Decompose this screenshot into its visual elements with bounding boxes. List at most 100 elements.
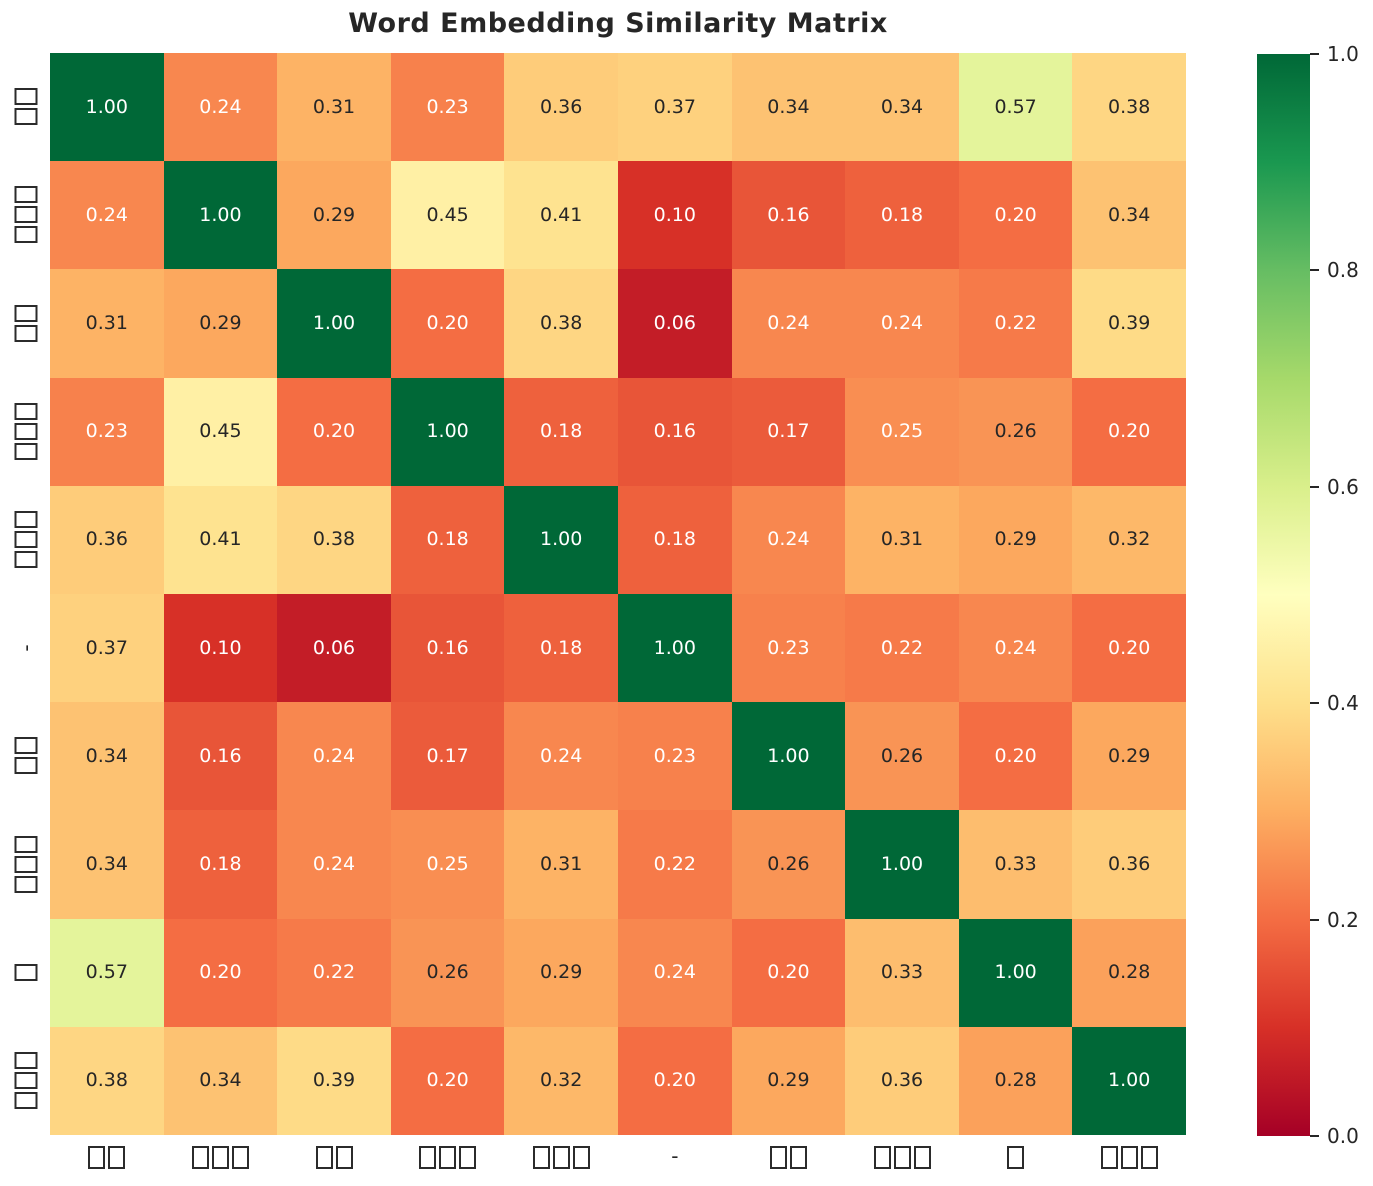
dash-glyph: -: [14, 644, 38, 652]
x-axis-label: [872, 1146, 932, 1169]
cell-value: 0.16: [426, 636, 469, 659]
heatmap-cell: 0.23: [390, 53, 505, 162]
missing-glyph-box: [1140, 1146, 1158, 1169]
heatmap-cell: 0.24: [277, 702, 391, 811]
cell-value: 0.39: [312, 1069, 356, 1092]
heatmap-cell: 0.22: [845, 593, 959, 703]
y-axis-label: [14, 185, 38, 245]
cell-value: 0.28: [1108, 961, 1151, 984]
heatmap-cell: 0.20: [1072, 593, 1186, 703]
heatmap-cell: 0.39: [277, 1026, 391, 1135]
colorbar-tick-label: 0.0: [1327, 1124, 1359, 1148]
heatmap-cell: 0.39: [1072, 269, 1186, 378]
cell-value: 0.34: [767, 95, 810, 118]
cell-value: 0.24: [199, 95, 242, 118]
heatmap-cell: 0.26: [390, 918, 505, 1027]
missing-glyph-box: [14, 836, 38, 853]
heatmap-cell: 1.00: [958, 918, 1073, 1027]
heatmap-cell: 0.20: [958, 702, 1073, 811]
missing-glyph-box: [1120, 1146, 1138, 1169]
missing-glyph-box: [893, 1146, 911, 1169]
missing-glyph-box: [14, 511, 38, 529]
y-axis-label: [14, 87, 38, 127]
heatmap-cell: 0.25: [390, 810, 505, 919]
heatmap-cell: 0.22: [958, 269, 1073, 378]
missing-glyph-box: [439, 1146, 457, 1169]
colorbar-tick-label: 0.6: [1327, 474, 1359, 499]
cell-value: 0.24: [85, 203, 128, 226]
cell-value: 0.25: [426, 852, 469, 875]
cell-value: 0.38: [540, 311, 583, 334]
cell-value: 1.00: [653, 636, 696, 659]
cell-value: 0.23: [85, 420, 128, 443]
cell-value: 0.45: [199, 420, 242, 443]
heatmap-cell: 0.38: [50, 1026, 164, 1135]
missing-glyph-box: [14, 1092, 38, 1110]
heatmap-cell: 0.34: [731, 53, 846, 162]
cell-value: 0.29: [994, 528, 1037, 551]
colorbar: 1.0 0.8 0.6 0.4 0.2 0.0: [1257, 44, 1359, 1146]
cell-value: 0.31: [880, 528, 924, 551]
cell-value: 0.20: [312, 420, 356, 443]
x-axis-label: [768, 1146, 808, 1169]
cell-value: 0.20: [199, 961, 242, 984]
heatmap-cell: 1.00: [163, 161, 278, 270]
heatmap-cell: 0.36: [845, 1026, 959, 1135]
cell-value: 0.20: [653, 1069, 696, 1092]
cell-value: 0.20: [1108, 420, 1151, 443]
cell-value: 0.34: [880, 95, 924, 118]
colorbar-tick-label: 0.8: [1327, 258, 1359, 283]
cell-value: 0.36: [85, 528, 128, 551]
cell-value: 0.29: [1108, 744, 1151, 767]
cell-value: 0.10: [199, 636, 242, 659]
missing-glyph-box: [335, 1146, 353, 1169]
heatmap-cell: 0.06: [617, 269, 732, 378]
heatmap-cell: 0.45: [163, 377, 278, 486]
x-axis-label: -: [669, 1146, 680, 1166]
heatmap-cell: 0.24: [958, 593, 1073, 703]
cell-value: 0.57: [994, 95, 1037, 118]
heatmap-cell: 0.24: [845, 269, 959, 378]
cell-value: 0.38: [312, 528, 356, 551]
missing-glyph-box: [1007, 1146, 1025, 1169]
cell-value: 0.38: [1108, 95, 1151, 118]
y-axis-label: [14, 736, 38, 776]
cell-value: 0.29: [199, 311, 242, 334]
heatmap-cell: 1.00: [390, 377, 505, 486]
cell-value: 0.34: [85, 744, 128, 767]
y-axis-label: -: [14, 642, 38, 653]
heatmap-cell: 0.38: [1072, 53, 1186, 162]
cell-value: 1.00: [199, 203, 242, 226]
cell-value: 0.20: [767, 961, 810, 984]
heatmap-cell: 0.34: [845, 53, 959, 162]
cell-value: 0.24: [994, 636, 1037, 659]
heatmap-cell: 0.10: [163, 593, 278, 703]
heatmap-cell: 1.00: [1072, 1026, 1186, 1135]
heatmap-cell: 0.33: [958, 810, 1073, 919]
heatmap-cell: 0.29: [277, 161, 391, 270]
heatmap-cell: 0.18: [504, 377, 618, 486]
x-axis-label: [1099, 1146, 1159, 1169]
missing-glyph-box: [14, 226, 38, 244]
colorbar-gradient: [1257, 54, 1310, 1136]
missing-glyph-box: [14, 186, 38, 204]
cell-value: 0.31: [312, 95, 356, 118]
missing-glyph-box: [315, 1146, 333, 1169]
x-axis-label: [87, 1146, 127, 1169]
heatmap-cell: 0.24: [50, 161, 164, 270]
y-axis-label: [14, 402, 38, 462]
heatmap-cell: 0.10: [617, 161, 732, 270]
missing-glyph-box: [419, 1146, 437, 1169]
heatmap-cell: 0.20: [390, 269, 505, 378]
heatmap-cell: 0.26: [731, 810, 846, 919]
cell-value: 0.06: [653, 311, 696, 334]
cell-value: 0.38: [85, 1069, 128, 1092]
x-axis-label: [418, 1146, 478, 1169]
heatmap-cell: 0.45: [390, 161, 505, 270]
cell-value: 1.00: [994, 961, 1037, 984]
heatmap-cell: 0.57: [958, 53, 1073, 162]
cell-value: 0.26: [994, 420, 1037, 443]
heatmap-cell: 0.31: [277, 53, 391, 162]
cell-value: 0.34: [1108, 203, 1151, 226]
